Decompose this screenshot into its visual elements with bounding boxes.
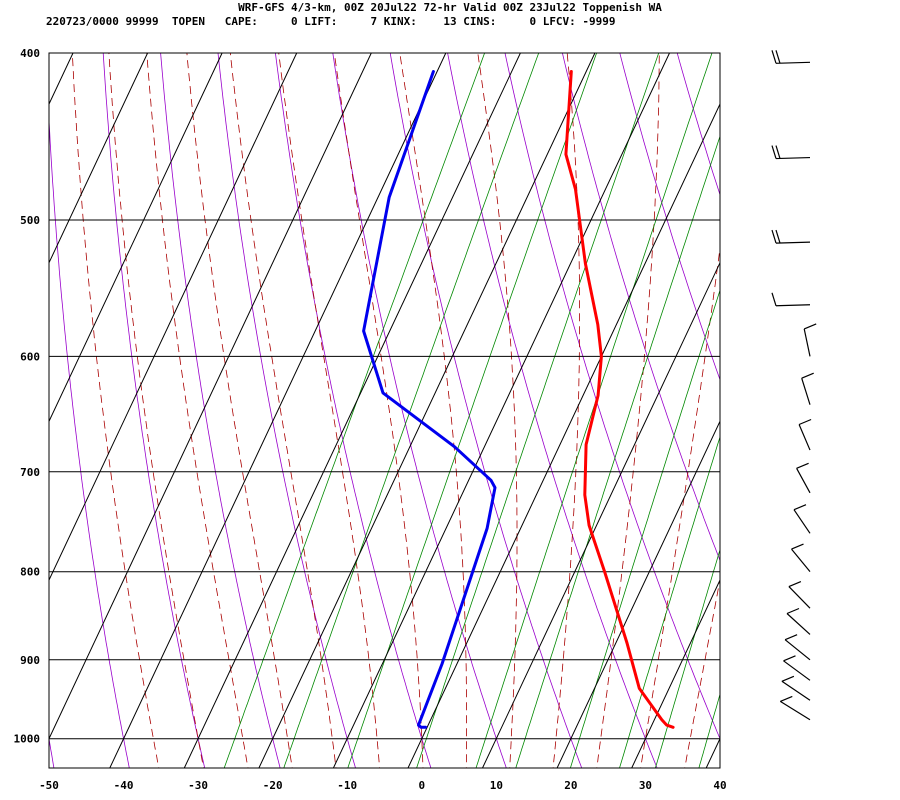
dry-adiabat-line xyxy=(561,53,720,562)
dry-adiabat-line xyxy=(49,113,130,768)
dry-adiabat-line xyxy=(780,15,900,776)
y-tick-label: 600 xyxy=(20,350,40,363)
x-tick-label: 40 xyxy=(713,779,726,792)
isotherm-line xyxy=(482,261,720,768)
mixing-ratio-line xyxy=(515,135,720,768)
mixing-ratio-line xyxy=(755,15,900,776)
mixing-ratio-line xyxy=(569,289,720,768)
wind-barb xyxy=(796,462,811,494)
isotherm-line xyxy=(109,53,447,768)
wind-barb xyxy=(788,581,811,609)
moist-adiabat-line xyxy=(186,53,293,768)
moist-adiabat-line xyxy=(684,577,720,768)
isotherm-line xyxy=(49,53,149,264)
isotherm-line xyxy=(631,578,720,768)
mixing-ratio-line xyxy=(223,53,486,768)
mixing-ratio-line xyxy=(654,548,720,768)
y-tick-label: 400 xyxy=(20,47,40,60)
x-tick-label: 10 xyxy=(490,779,503,792)
wind-barb xyxy=(786,607,811,635)
wind-barb xyxy=(784,634,811,661)
thermodynamic-background-lines xyxy=(49,15,900,776)
wind-barb xyxy=(803,323,817,357)
dry-adiabat-line xyxy=(893,15,900,776)
wind-barb xyxy=(801,372,814,405)
y-tick-label: 900 xyxy=(20,654,40,667)
plot-frame xyxy=(48,52,721,769)
wind-barb xyxy=(791,543,811,573)
x-tick-label: -50 xyxy=(39,779,59,792)
wind-barb xyxy=(781,675,811,701)
isotherm-line xyxy=(49,53,298,582)
isotherm-line xyxy=(49,53,372,740)
wind-barb xyxy=(771,145,811,160)
wind-barb-column xyxy=(771,50,817,721)
moist-adiabat-line xyxy=(399,53,467,768)
chart-title: WRF-GFS 4/3-km, 00Z 20Jul22 72-hr Valid … xyxy=(238,1,662,14)
isotherm-line xyxy=(183,53,521,768)
wind-barb xyxy=(779,695,811,721)
wind-barb xyxy=(771,292,811,307)
station-indices-line: 220723/0000 99999 TOPEN CAPE: 0 LIFT: 7 … xyxy=(46,15,616,28)
isotherm-line xyxy=(556,420,720,768)
mixing-ratio-line xyxy=(698,692,720,768)
moist-adiabat-line xyxy=(640,245,720,768)
wind-barb xyxy=(771,50,811,64)
mixing-ratio-line xyxy=(416,53,660,768)
isotherm-line xyxy=(332,53,670,768)
dewpoint-trace xyxy=(362,70,497,729)
x-tick-label: -40 xyxy=(114,779,134,792)
isotherm-line xyxy=(258,53,596,768)
moist-adiabat-line xyxy=(146,53,249,768)
dry-adiabat-line xyxy=(332,53,507,768)
dry-adiabat-line xyxy=(619,53,720,381)
x-tick-label: -10 xyxy=(337,779,357,792)
moist-adiabat-line xyxy=(477,53,518,768)
moist-adiabat-line xyxy=(278,53,381,768)
mixing-ratio-line xyxy=(347,53,598,768)
x-tick-label: -30 xyxy=(188,779,208,792)
dry-adiabat-line xyxy=(504,53,720,740)
moist-adiabat-line xyxy=(552,53,580,768)
x-tick-label: 30 xyxy=(639,779,652,792)
wind-barb xyxy=(798,418,812,451)
x-axis-tick-labels: -50 -40 -30 -20 -10 0 10 20 30 40 xyxy=(39,779,727,792)
dry-adiabat-line xyxy=(274,53,432,768)
dry-adiabat-line xyxy=(389,53,583,768)
wind-barb xyxy=(783,655,811,681)
dry-adiabat-line xyxy=(102,53,206,768)
mixing-ratio-line xyxy=(475,53,713,768)
x-tick-label: 0 xyxy=(418,779,425,792)
chart-grid xyxy=(49,53,720,768)
x-tick-label: 20 xyxy=(564,779,577,792)
moist-adiabat-line xyxy=(596,53,660,768)
isotherm-line xyxy=(49,53,223,423)
x-tick-label: -20 xyxy=(263,779,283,792)
isotherm-line xyxy=(705,737,720,768)
y-tick-label: 800 xyxy=(20,566,40,579)
dry-adiabat-line xyxy=(160,53,281,768)
wind-barb xyxy=(793,504,811,534)
moist-adiabat-line xyxy=(333,53,424,768)
moist-adiabat-line xyxy=(229,53,337,768)
y-tick-label: 500 xyxy=(20,214,40,227)
dry-adiabat-line xyxy=(217,53,356,768)
wind-barb xyxy=(771,229,811,244)
sounding-series xyxy=(362,70,675,729)
isotherm-line xyxy=(407,102,720,768)
dry-adiabat-line xyxy=(447,53,658,768)
dry-adiabat-line xyxy=(723,15,900,776)
mixing-ratio-line xyxy=(619,435,720,768)
temperature-trace xyxy=(564,70,675,729)
dry-adiabat-line xyxy=(836,15,900,776)
y-axis-tick-labels: 400 500 600 700 800 900 1000 xyxy=(14,47,41,746)
y-tick-label: 1000 xyxy=(14,733,41,746)
mixing-ratio-line xyxy=(283,53,540,768)
moist-adiabat-line xyxy=(108,53,204,768)
y-tick-label: 700 xyxy=(20,466,40,479)
moist-adiabat-line xyxy=(71,53,160,768)
